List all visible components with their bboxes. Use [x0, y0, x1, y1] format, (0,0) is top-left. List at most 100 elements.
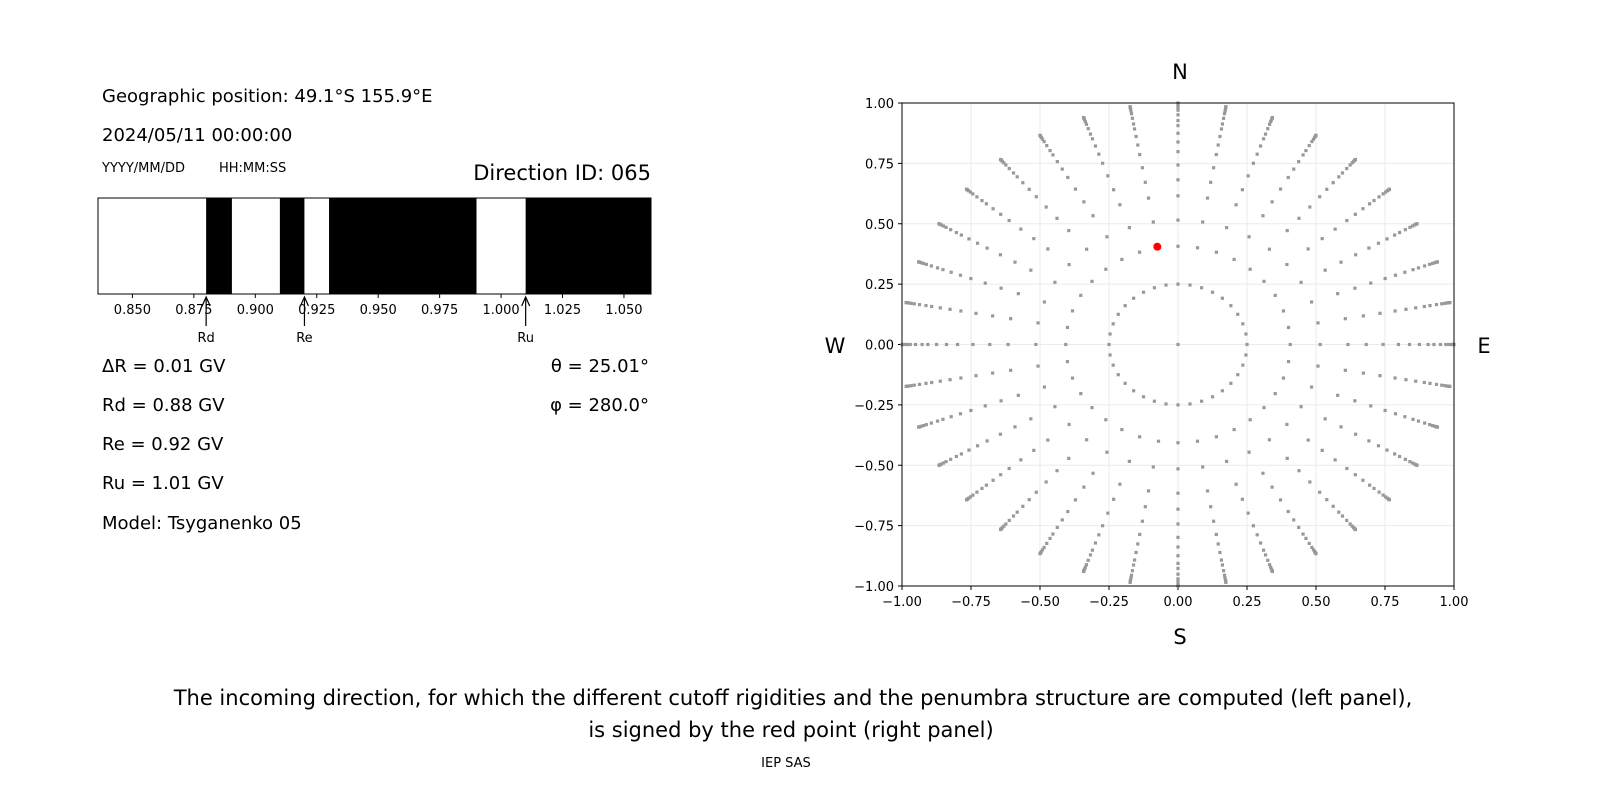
direction-point	[1261, 214, 1265, 218]
direction-point	[1346, 342, 1350, 347]
direction-point	[1393, 309, 1397, 313]
direction-point	[1316, 364, 1320, 368]
direction-point	[1266, 127, 1270, 131]
direction-point	[1004, 163, 1008, 167]
direction-point	[929, 421, 933, 425]
direction-point	[1445, 384, 1449, 388]
direction-point	[1007, 166, 1011, 171]
direction-point	[1323, 268, 1327, 272]
direction-point	[1201, 465, 1205, 469]
direction-point	[1333, 458, 1337, 462]
direction-point	[1176, 244, 1180, 248]
direction-point	[1223, 109, 1227, 113]
direction-point	[1337, 510, 1341, 514]
direction-point	[1266, 558, 1270, 562]
date-format: YYYY/MM/DD	[102, 161, 185, 176]
x-tick-label: 0.875	[175, 303, 212, 318]
direction-point	[1152, 399, 1157, 403]
direction-point	[1082, 115, 1086, 120]
direction-point	[1361, 478, 1365, 482]
direction-point	[1042, 139, 1046, 144]
direction-point	[1376, 241, 1381, 245]
direction-point	[1261, 137, 1266, 141]
direction-point	[975, 444, 980, 448]
direction-point	[1353, 527, 1358, 532]
direction-point	[1369, 404, 1373, 408]
direction-point	[1285, 456, 1289, 460]
direction-point	[1127, 459, 1131, 463]
direction-point	[1042, 385, 1047, 389]
direction-point	[983, 404, 987, 408]
direction-point	[1411, 224, 1415, 228]
direction-point	[1318, 342, 1322, 347]
direction-point	[1129, 112, 1134, 116]
direction-point	[1138, 435, 1142, 439]
direction-point	[1164, 283, 1168, 287]
direction-point	[1244, 353, 1248, 357]
direction-point	[1225, 226, 1229, 230]
direction-point	[958, 273, 963, 277]
direction-point	[1292, 518, 1296, 522]
direction-point	[1270, 200, 1274, 204]
direction-point	[1176, 163, 1180, 167]
direction-point	[1367, 439, 1371, 443]
direction-point	[1176, 467, 1180, 471]
direction-point	[1393, 273, 1398, 277]
direction-point	[1090, 279, 1094, 283]
direction-point	[1129, 576, 1133, 580]
direction-point	[1449, 342, 1453, 347]
direction-point	[1444, 342, 1448, 347]
direction-point	[1016, 292, 1020, 296]
direction-point	[1301, 532, 1305, 536]
direction-point	[1176, 118, 1180, 123]
direction-point	[988, 342, 992, 347]
direction-point	[1236, 312, 1240, 316]
ru-value: Ru = 1.01 GV	[102, 473, 224, 494]
direction-point	[1286, 359, 1291, 364]
direction-point	[1214, 152, 1218, 157]
direction-point	[1343, 368, 1347, 372]
direction-point	[1447, 342, 1451, 347]
direction-point	[1151, 220, 1155, 224]
direction-point	[1369, 281, 1373, 285]
direction-point	[1176, 108, 1180, 112]
direction-point	[1435, 260, 1439, 264]
penumbra-frame	[97, 197, 652, 295]
direction-point	[1337, 175, 1341, 179]
direction-point	[969, 276, 973, 281]
direction-point	[1082, 485, 1086, 489]
caption-line-1: The incoming direction, for which the di…	[173, 686, 1413, 710]
direction-point	[1236, 373, 1240, 377]
direction-point	[1220, 563, 1225, 567]
direction-point	[1297, 469, 1301, 473]
direction-point	[1393, 412, 1398, 416]
direction-point	[991, 314, 995, 318]
direction-point	[1320, 448, 1324, 452]
direction-point	[917, 303, 922, 307]
direction-point	[1195, 439, 1200, 443]
re-value: Re = 0.92 GV	[102, 434, 224, 455]
direction-point	[1053, 280, 1057, 284]
direction-point	[1086, 127, 1090, 131]
direction-point	[1064, 342, 1068, 347]
direction-point	[1267, 122, 1272, 126]
direction-point	[1212, 519, 1216, 523]
direction-point	[937, 222, 941, 226]
direction-point	[1141, 290, 1146, 294]
penumbra-segment-allowed	[476, 198, 526, 294]
direction-point	[1066, 509, 1070, 514]
arrow-head-icon	[201, 295, 211, 307]
direction-point	[1084, 563, 1089, 567]
direction-point	[1222, 112, 1227, 116]
direction-point	[1430, 423, 1435, 428]
direction-point	[1428, 423, 1432, 427]
direction-point	[1273, 392, 1277, 396]
x-tick-label: 0.925	[298, 303, 335, 318]
direction-point	[998, 432, 1002, 436]
direction-point	[968, 190, 973, 194]
direction-point	[1345, 466, 1349, 471]
x-tick-label: 1.025	[544, 303, 581, 318]
direction-point	[1082, 569, 1086, 574]
direction-point	[1339, 425, 1343, 429]
direction-point	[1176, 342, 1180, 347]
